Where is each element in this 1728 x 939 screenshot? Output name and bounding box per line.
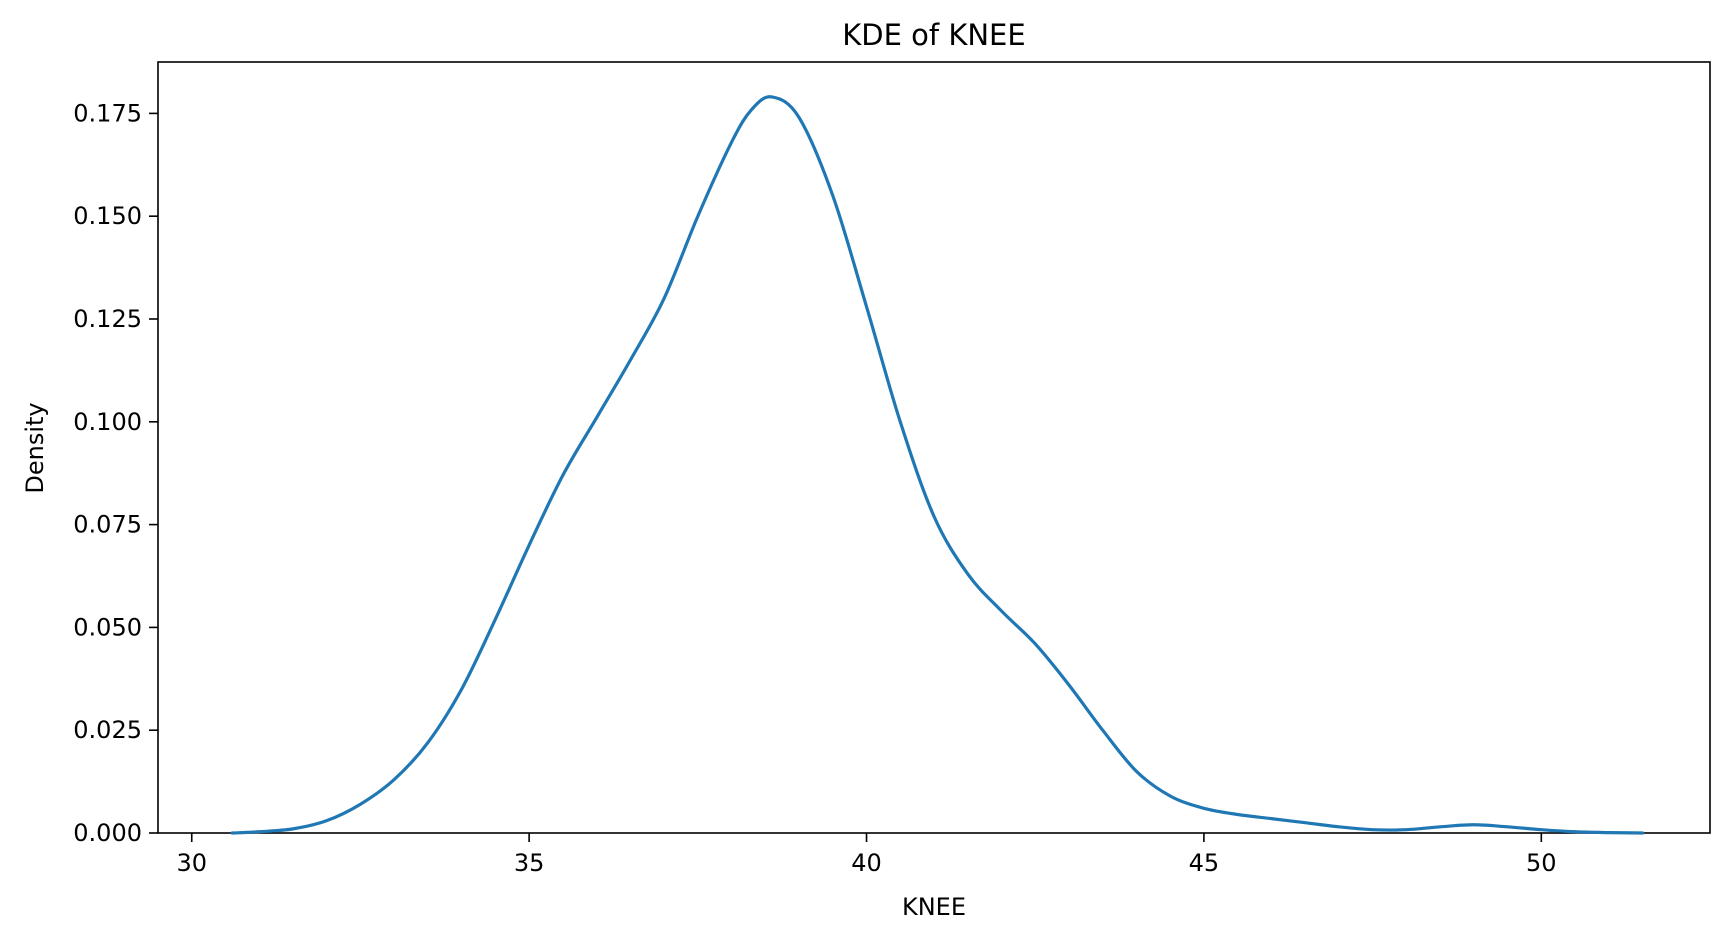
y-tick-label: 0.175 [73,99,142,127]
y-tick-label: 0.125 [73,305,142,333]
y-axis-ticks: 0.000 0.025 0.050 0.075 0.100 0.125 0.150 0.175 [73,99,158,847]
x-tick-label: 40 [851,849,882,877]
y-axis-label: Density [21,402,49,493]
x-axis-ticks: 30 35 40 45 50 [176,833,1557,877]
y-tick-label: 0.100 [73,408,142,436]
x-tick-label: 35 [514,849,545,877]
x-tick-label: 30 [176,849,207,877]
y-tick-label: 0.050 [73,613,142,641]
y-tick-label: 0.025 [73,716,142,744]
x-tick-label: 45 [1189,849,1220,877]
plot-area-frame [157,61,1711,834]
y-tick-label: 0.000 [73,819,142,847]
kde-density-line [230,95,1645,835]
x-axis-label: KNEE [902,893,966,921]
y-tick-label: 0.075 [73,511,142,539]
x-tick-label: 50 [1526,849,1557,877]
y-tick-label: 0.150 [73,202,142,230]
chart-title: KDE of KNEE [842,18,1025,52]
